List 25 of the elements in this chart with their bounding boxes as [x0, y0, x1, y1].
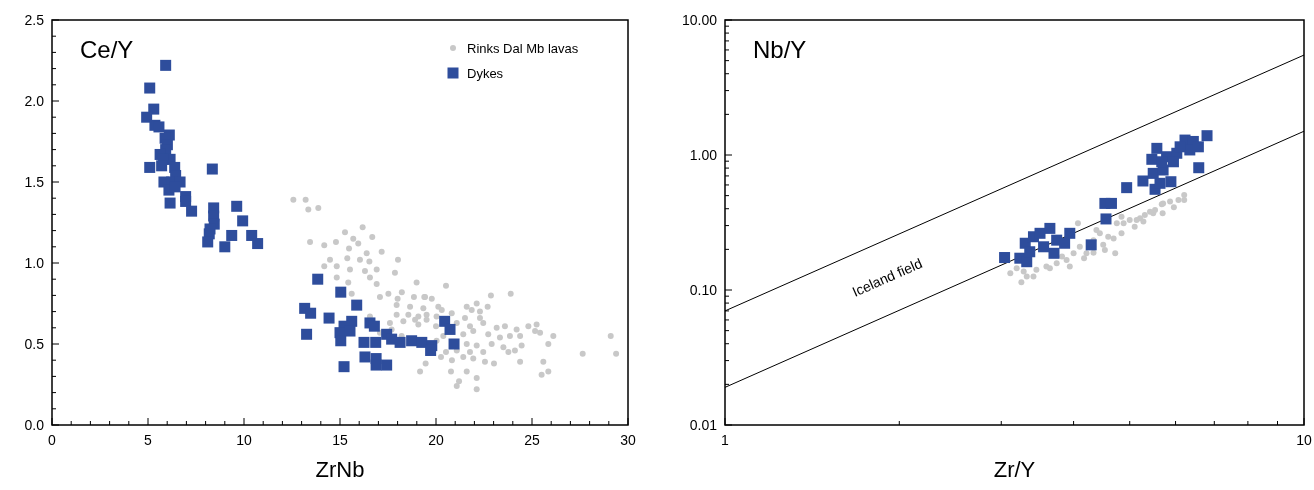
- x-tick-label: 10: [236, 432, 252, 448]
- y-tick-label: 2.5: [24, 11, 45, 28]
- y-axis-title: Nb/Y: [753, 36, 807, 63]
- x-axis-title: ZrNb: [315, 457, 365, 482]
- y-axis-title: Ce/Y: [80, 36, 134, 63]
- x-tick-label: 20: [428, 432, 444, 448]
- legend-label: Dykes: [467, 65, 504, 81]
- y-tick-label: 2.0: [24, 92, 45, 109]
- legend-label: Rinks Dal Mb lavas: [467, 40, 579, 56]
- y-tick-label: 0.10: [689, 281, 718, 298]
- y-tick-label: 1.0: [24, 254, 45, 271]
- x-axis-title: Zr/Y: [993, 457, 1036, 482]
- y-tick-label: 10.00: [681, 11, 718, 28]
- x-tick-label: 15: [332, 432, 348, 448]
- x-tick-label: 30: [620, 432, 636, 448]
- x-tick-label: 0: [48, 432, 57, 448]
- y-tick-label: 0.5: [24, 335, 45, 352]
- y-tick-label: 1.00: [689, 146, 718, 163]
- x-tick-label: 5: [144, 432, 153, 448]
- x-tick-label: 10: [1296, 432, 1312, 448]
- y-tick-label: 0.0: [24, 416, 45, 433]
- y-tick-label: 1.5: [24, 173, 45, 190]
- x-tick-label: 1: [721, 432, 730, 448]
- y-tick-label: 0.01: [689, 416, 718, 433]
- x-tick-label: 25: [524, 432, 540, 448]
